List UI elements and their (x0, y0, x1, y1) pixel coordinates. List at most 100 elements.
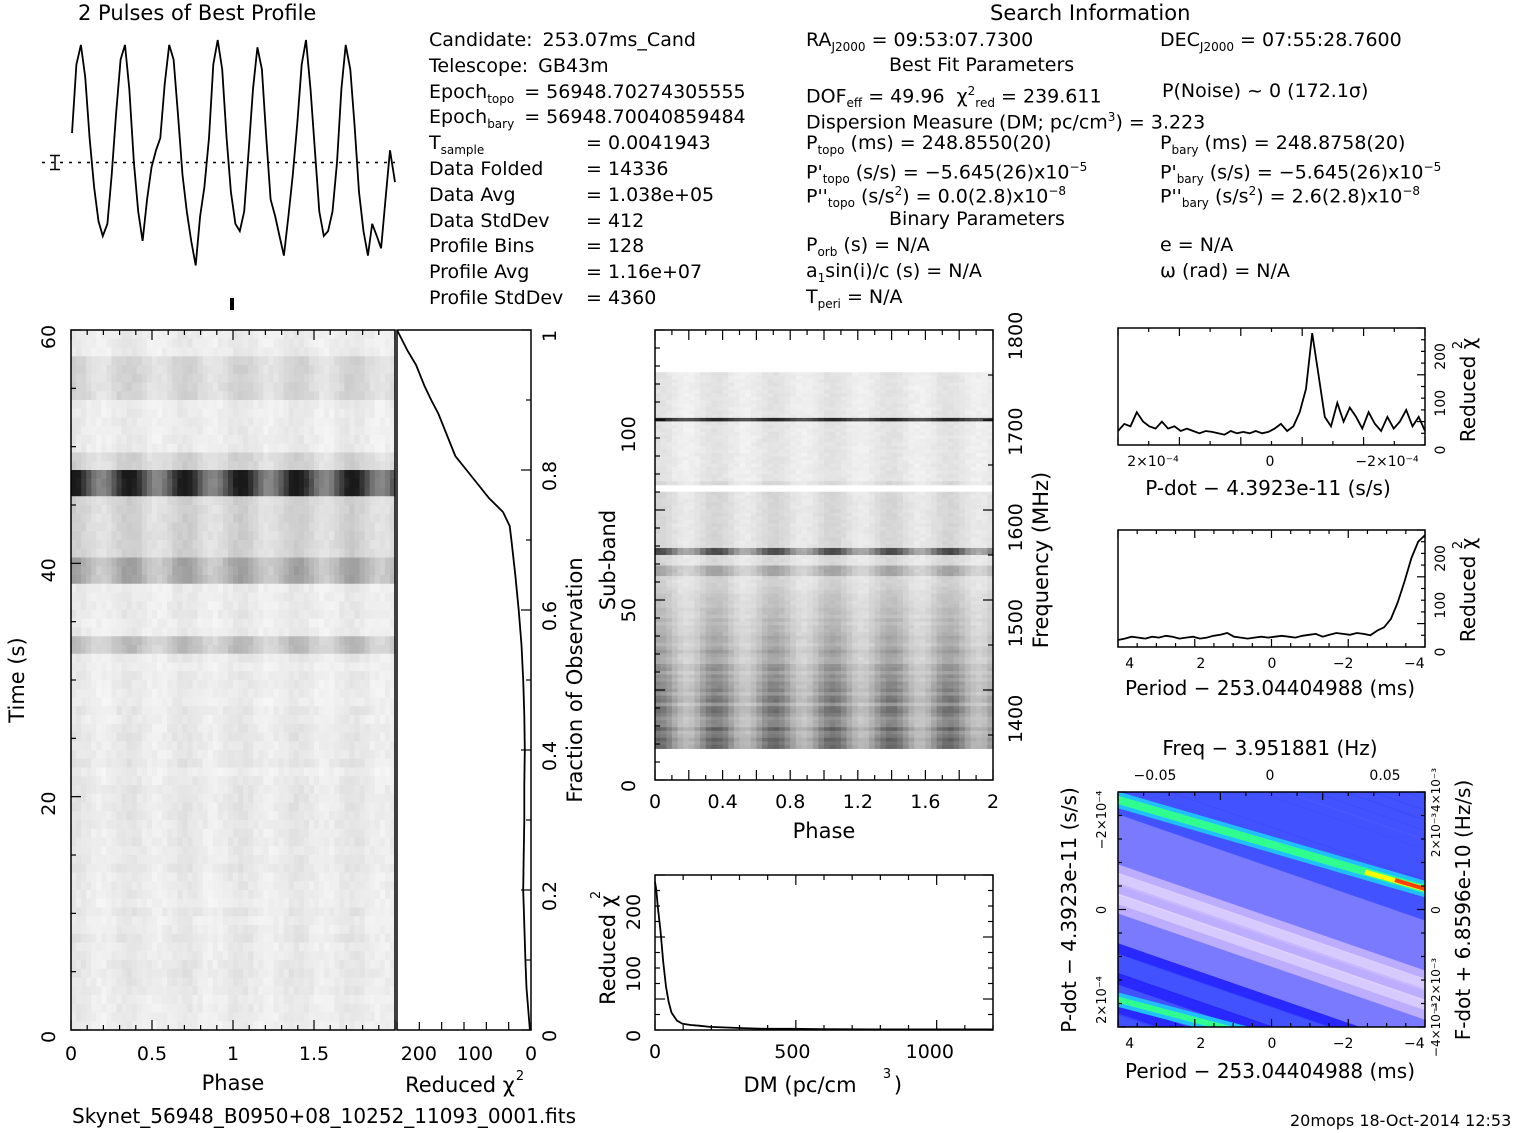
heat-cell (354, 618, 361, 629)
heat-cell (152, 557, 158, 567)
heat-cell (172, 496, 178, 506)
heat-cell (384, 618, 391, 629)
heat-cell (263, 487, 270, 497)
heat-cell (293, 802, 300, 812)
heat-cell (197, 548, 204, 559)
heat-cell (202, 916, 209, 926)
heat-cell (71, 916, 77, 926)
heat-cell (157, 785, 163, 795)
heat-cell (248, 400, 254, 410)
heat-cell (152, 461, 158, 471)
heat-cell (369, 408, 376, 419)
heat-cell (81, 881, 87, 891)
heat-cell (91, 662, 97, 672)
heat-cell (324, 793, 330, 804)
heat-cell (293, 706, 300, 716)
heat-cell (339, 706, 345, 716)
heat-cell (233, 758, 239, 769)
heat-cell (268, 828, 275, 839)
heat-cell (293, 575, 300, 585)
heat-cell (278, 995, 285, 1005)
heat-cell (253, 478, 259, 489)
heat-cell (172, 426, 178, 436)
heat-cell (126, 811, 133, 821)
heat-cell (293, 487, 300, 497)
heat-cell (334, 688, 340, 699)
heat-cell (197, 977, 204, 987)
heat-cell (152, 802, 158, 812)
heat-cell (81, 338, 87, 349)
heat-cell (227, 478, 234, 489)
heat-cell (121, 391, 128, 401)
heat-cell (268, 531, 275, 541)
heat-cell (182, 960, 189, 970)
heat-cell (329, 400, 335, 410)
heat-cell (364, 863, 371, 874)
heat-cell (379, 513, 386, 524)
heat-cell (278, 846, 285, 856)
heat-cell (293, 741, 300, 751)
heat-cell (126, 776, 133, 786)
heat-cell (126, 496, 133, 506)
heat-cell (319, 575, 325, 585)
heat-cell (76, 531, 82, 541)
heat-cell (268, 356, 275, 366)
heat-cell (374, 513, 381, 524)
heat-cell (106, 487, 113, 497)
heat-cell (238, 750, 244, 760)
heat-cell (344, 881, 351, 891)
heat-cell (303, 837, 310, 847)
heat-cell (314, 496, 320, 506)
heat-cell (334, 986, 340, 996)
heat-cell (157, 330, 163, 340)
heat-cell (197, 575, 204, 585)
heat-cell (217, 662, 224, 672)
heat-cell (177, 846, 183, 856)
heat-cell (243, 811, 249, 821)
info-label-sub: sample (440, 142, 485, 157)
heat-cell (258, 986, 264, 996)
heat-cell (324, 855, 330, 865)
heat-cell (162, 592, 168, 602)
heat-cell (288, 557, 295, 567)
heat-cell (182, 723, 189, 734)
heat-cell (258, 898, 264, 909)
heat-cell (379, 881, 386, 891)
heat-cell (324, 356, 330, 366)
heat-cell (182, 470, 189, 480)
heat-cell (197, 636, 204, 646)
heat-cell (334, 382, 340, 392)
heat-cell (308, 662, 315, 672)
heat-cell (177, 391, 183, 401)
heat-cell (212, 548, 219, 559)
heat-cell (389, 890, 396, 900)
heat-cell (81, 505, 87, 515)
heat-cell (101, 680, 108, 690)
heat-cell (96, 828, 102, 839)
heat-cell (106, 505, 113, 515)
heat-cell (293, 925, 300, 935)
info-label: Candidate: (429, 29, 533, 51)
heat-cell (106, 618, 113, 629)
heat-cell (136, 330, 143, 340)
heat-cell (167, 408, 173, 419)
heat-cell (146, 435, 153, 445)
heat-cell (101, 531, 108, 541)
heat-cell (248, 706, 254, 716)
heat-cell (217, 505, 224, 515)
heat-cell (283, 916, 290, 926)
heat-cell (319, 750, 325, 760)
heat-cell (187, 575, 194, 585)
heat-cell (152, 505, 158, 515)
heat-cell (329, 828, 335, 839)
heat-cell (167, 785, 173, 795)
heat-cell (126, 855, 133, 865)
heat-cell (227, 557, 234, 567)
heat-cell (162, 636, 168, 646)
heat-cell (374, 575, 381, 585)
heat-cell (293, 750, 300, 760)
heat-cell (268, 793, 275, 804)
heat-cell (248, 408, 254, 419)
heat-cell (182, 382, 189, 392)
heat-cell (243, 898, 249, 909)
